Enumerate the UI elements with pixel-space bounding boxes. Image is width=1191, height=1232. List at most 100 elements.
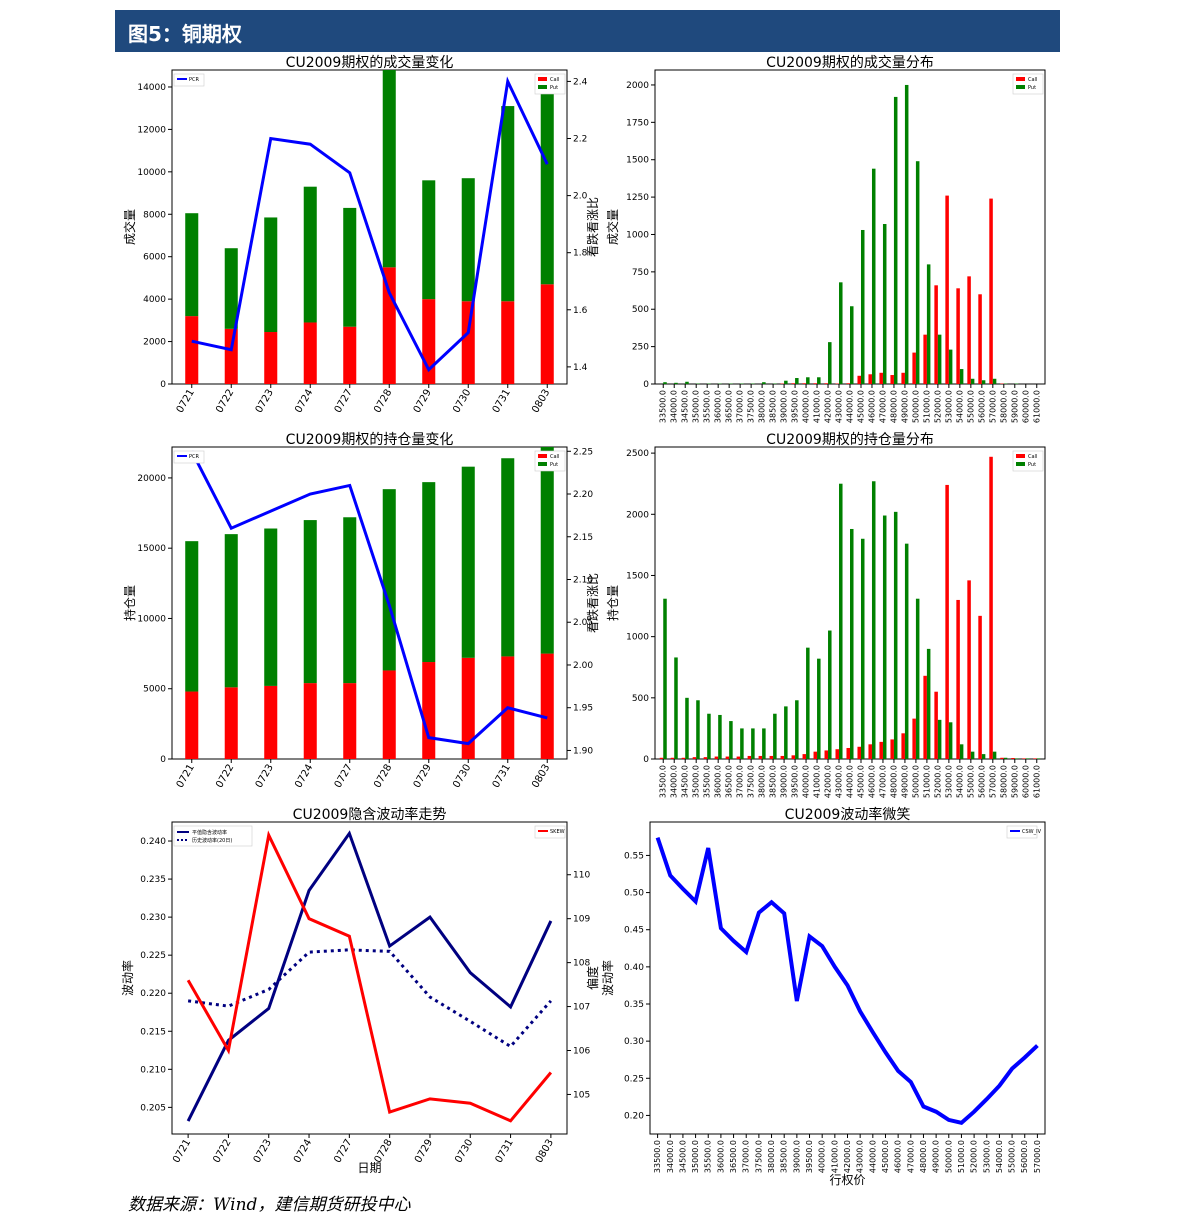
x-tick-label: 38500.0 bbox=[769, 390, 778, 423]
x-tick-label: 0803 bbox=[530, 763, 552, 791]
x-tick-label: 55000.0 bbox=[966, 765, 975, 798]
x-tick-label: 35500.0 bbox=[704, 1140, 713, 1173]
bar-call bbox=[879, 372, 883, 384]
bar-call bbox=[934, 285, 938, 384]
legend-swatch bbox=[538, 85, 547, 89]
x-tick-label: 47000.0 bbox=[906, 1140, 915, 1173]
y-tick-label: 4000 bbox=[143, 295, 166, 305]
x-tick-label: 0724 bbox=[293, 763, 315, 791]
y-axis-label: 持仓量 bbox=[122, 585, 137, 621]
x-tick-label: 36000.0 bbox=[714, 765, 723, 798]
x-tick-label: 34000.0 bbox=[666, 1140, 675, 1173]
x-tick-label: 33500.0 bbox=[659, 765, 668, 798]
bar-put bbox=[461, 466, 475, 658]
bar-call bbox=[714, 756, 719, 759]
x-tick-label: 47000.0 bbox=[878, 765, 887, 798]
bar-put bbox=[303, 520, 317, 684]
bar-call bbox=[747, 755, 752, 759]
y-tick-label: 0.40 bbox=[624, 963, 644, 973]
x-tick-label: 0724 bbox=[292, 1138, 314, 1166]
x-tick-label: 0727 bbox=[332, 1138, 354, 1166]
oi-distribution-chart: CU2009期权的持仓量分布 0 500 1000 1500 2000 2500 33500.… bbox=[605, 432, 1046, 798]
plot-frame bbox=[171, 446, 568, 760]
oi-trend-chart: CU2009期权的持仓量变化 0 5000 10000 15000 20000 1.90 1.… bbox=[122, 432, 600, 790]
bar-put bbox=[303, 186, 317, 323]
bar-put bbox=[850, 528, 854, 759]
legend-label: Put bbox=[1028, 462, 1036, 468]
x-tick-label: 51000.0 bbox=[922, 765, 931, 798]
bar-call bbox=[923, 334, 927, 384]
x-tick-label: 48000.0 bbox=[889, 390, 898, 423]
bar-put bbox=[839, 282, 843, 384]
legend-label: Call bbox=[550, 77, 559, 83]
bar-put bbox=[904, 543, 909, 759]
y-tick-label: 0.220 bbox=[140, 989, 166, 999]
bar-call bbox=[989, 198, 993, 384]
bar-call bbox=[802, 754, 807, 759]
pcr-line bbox=[190, 450, 548, 746]
x-tick-label: 61000.0 bbox=[1032, 390, 1041, 423]
bar-call bbox=[824, 750, 829, 759]
bar-put bbox=[882, 224, 887, 384]
bar-call bbox=[824, 383, 829, 384]
bar-call bbox=[703, 757, 708, 759]
bar-call bbox=[769, 755, 774, 759]
bar-call bbox=[725, 756, 730, 759]
bar-put bbox=[904, 84, 909, 384]
bar-put bbox=[970, 751, 975, 759]
bar-call bbox=[382, 267, 396, 384]
x-tick-label: 34000.0 bbox=[670, 765, 679, 798]
y2-tick-label: 1.6 bbox=[573, 306, 588, 316]
x-tick-label: 37000.0 bbox=[736, 390, 745, 423]
bar-call bbox=[343, 683, 357, 759]
y2-tick-label: 1.95 bbox=[573, 704, 593, 714]
chart-title: CU2009期权的持仓量变化 bbox=[286, 432, 454, 448]
x-tick-label: 58000.0 bbox=[999, 765, 1008, 798]
x-tick-label: 46000.0 bbox=[867, 390, 876, 423]
bar-put bbox=[926, 648, 931, 759]
legend-right bbox=[1006, 825, 1038, 839]
bar-put bbox=[981, 380, 986, 384]
y-tick-label: 1000 bbox=[626, 633, 649, 643]
bar-put bbox=[185, 541, 199, 692]
bar-call bbox=[422, 662, 436, 759]
bar-call bbox=[967, 580, 971, 759]
bar-call bbox=[868, 374, 872, 384]
bar-put bbox=[992, 751, 997, 759]
y-tick-label: 500 bbox=[632, 694, 649, 704]
bar-call bbox=[1022, 758, 1026, 759]
x-tick-label: 0730 bbox=[451, 763, 473, 791]
x-tick-label: 51000.0 bbox=[922, 390, 931, 423]
x-tick-label: 55000.0 bbox=[966, 390, 975, 423]
bar-put bbox=[926, 264, 931, 384]
legend-swatch bbox=[1016, 454, 1025, 458]
bar-call bbox=[1000, 757, 1004, 759]
bar-put bbox=[828, 342, 832, 384]
volume-trend-chart: CU2009期权的成交量变化 0 2000 4000 6000 8000 10000 1200… bbox=[122, 54, 600, 415]
legend-label: Call bbox=[550, 454, 559, 460]
y2-tick-label: 1.4 bbox=[573, 363, 588, 373]
iv-trend-chart: CU2009隐含波动率走势 0.205 0.210 0.215 0.220 0.225 0.… bbox=[120, 806, 600, 1175]
bar-put bbox=[729, 721, 733, 759]
x-tick-label: 0803 bbox=[530, 388, 552, 416]
bar-put bbox=[540, 76, 554, 285]
bar-call bbox=[813, 383, 818, 384]
bar-put bbox=[343, 207, 357, 327]
x-tick-label: 0730 bbox=[451, 388, 473, 416]
chart-title: CU2009波动率微笑 bbox=[785, 806, 911, 823]
bar-put bbox=[663, 382, 667, 384]
x-tick-label: 35500.0 bbox=[703, 765, 712, 798]
x-tick-label: 59000.0 bbox=[1010, 765, 1019, 798]
y2-tick-label: 2.00 bbox=[573, 661, 593, 671]
bar-put bbox=[981, 754, 986, 759]
x-tick-label: 35500.0 bbox=[703, 390, 712, 423]
y2-tick-label: 108 bbox=[573, 959, 590, 969]
y2-tick-label: 2.05 bbox=[573, 618, 593, 628]
x-tick-label: 44000.0 bbox=[846, 765, 855, 798]
bar-call bbox=[945, 484, 949, 759]
y-tick-label: 1500 bbox=[626, 156, 649, 166]
x-tick-label: 0724 bbox=[293, 388, 315, 416]
x-tick-label: 0722 bbox=[214, 388, 236, 416]
x-tick-label: 45000.0 bbox=[881, 1140, 890, 1173]
x-tick-label: 34000.0 bbox=[670, 390, 679, 423]
